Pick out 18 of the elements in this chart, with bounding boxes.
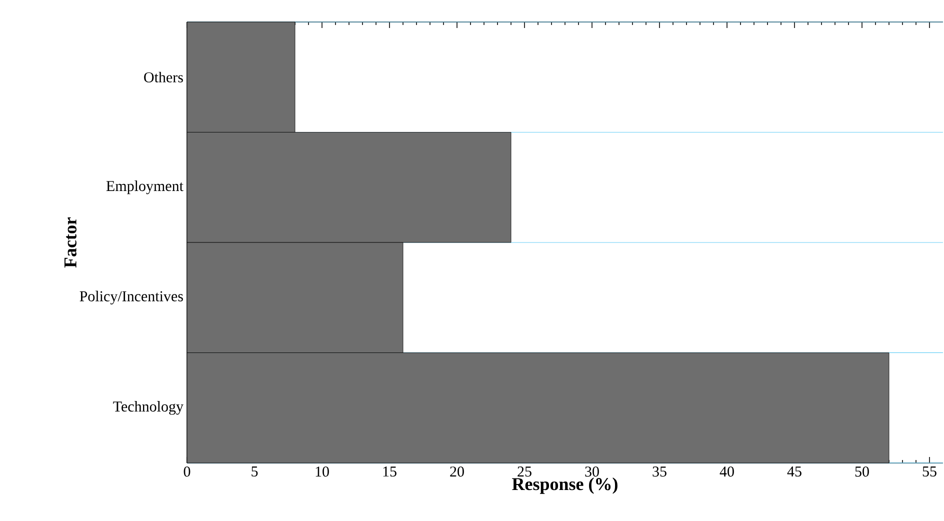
- x-tick-label: 45: [787, 466, 802, 477]
- x-tick-label: 15: [383, 466, 396, 477]
- x-tick-label: 10: [316, 466, 329, 477]
- y-tick-label: Policy/Incentives: [80, 290, 183, 304]
- x-tick-label: 40: [720, 466, 734, 477]
- x-tick-label: 30: [585, 466, 599, 477]
- x-tick-label: 0: [184, 466, 190, 477]
- y-tick-label: Technology: [113, 401, 184, 415]
- x-tick-label: 50: [855, 466, 869, 477]
- x-tick-label: 35: [652, 466, 666, 477]
- x-tick-label: 25: [518, 466, 532, 477]
- y-axis-title: Factor: [64, 217, 76, 268]
- x-tick-label: 5: [252, 466, 258, 476]
- x-tick-label: 55: [922, 466, 936, 476]
- x-axis-title: Response (%): [512, 477, 618, 494]
- x-tick-label: 20: [450, 466, 464, 477]
- y-tick-label: Employment: [106, 180, 184, 194]
- y-tick-label: Others: [144, 72, 183, 82]
